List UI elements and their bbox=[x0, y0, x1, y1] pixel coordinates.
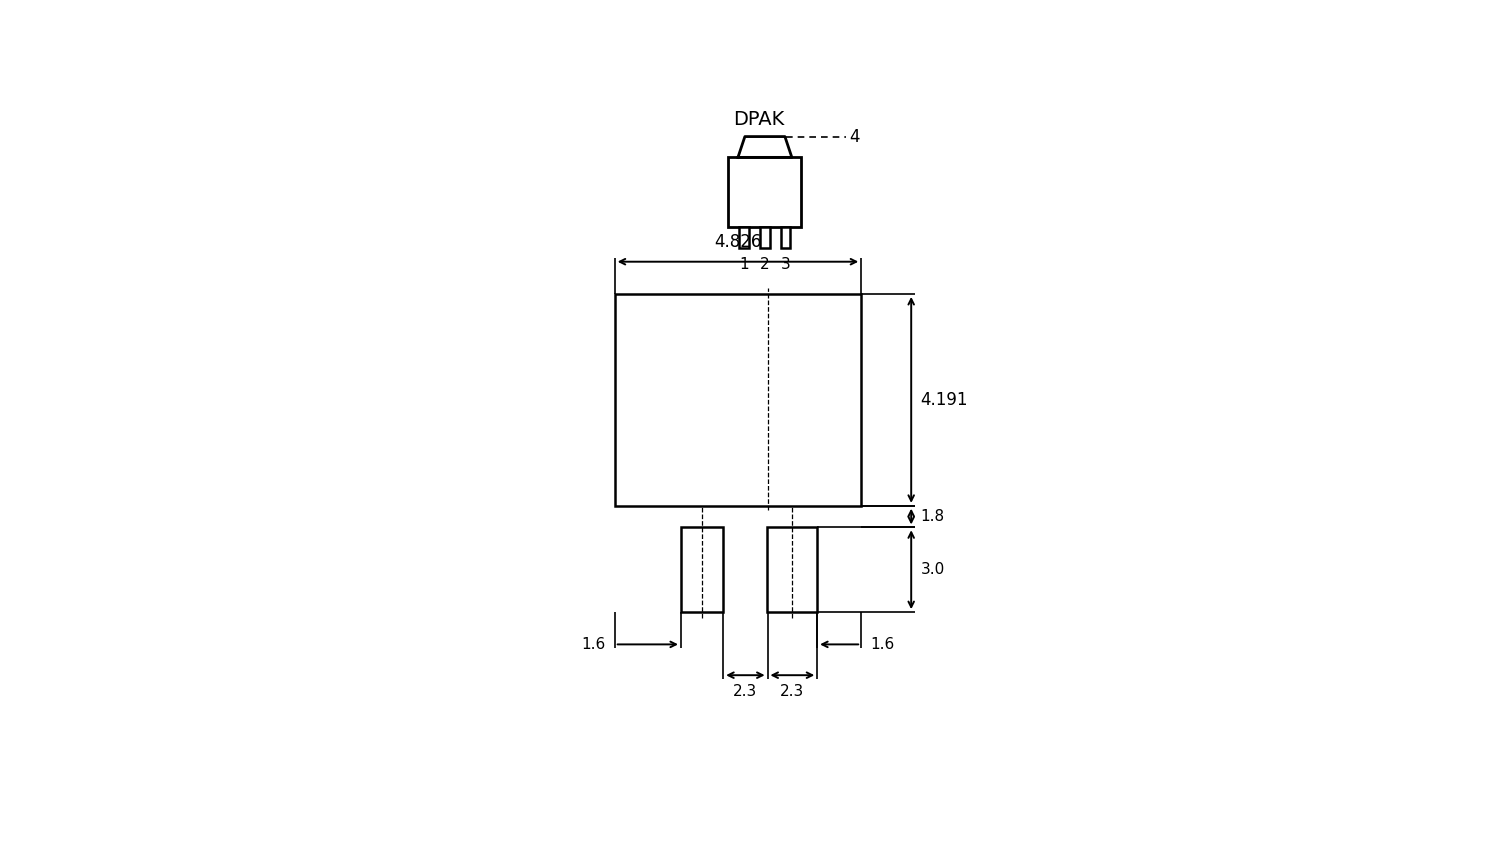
Bar bbox=[729, 158, 801, 227]
Text: 1.6: 1.6 bbox=[870, 637, 894, 652]
Bar bbox=[615, 294, 861, 506]
Text: 2: 2 bbox=[760, 257, 770, 272]
Text: 1: 1 bbox=[740, 257, 748, 272]
Text: 4.826: 4.826 bbox=[714, 233, 762, 251]
Bar bbox=[760, 227, 770, 248]
Bar bbox=[782, 227, 790, 248]
Text: DPAK: DPAK bbox=[734, 110, 784, 129]
Text: 3: 3 bbox=[782, 257, 790, 272]
Polygon shape bbox=[738, 137, 792, 158]
Bar bbox=[681, 528, 723, 612]
Text: 1.6: 1.6 bbox=[582, 637, 606, 652]
Text: 1.8: 1.8 bbox=[921, 509, 945, 524]
Text: 2.3: 2.3 bbox=[780, 685, 804, 700]
Bar bbox=[766, 528, 818, 612]
Text: 4: 4 bbox=[849, 127, 859, 146]
Text: 3.0: 3.0 bbox=[921, 562, 945, 577]
Text: 4.191: 4.191 bbox=[921, 391, 968, 409]
Text: 2.3: 2.3 bbox=[734, 685, 758, 700]
Bar bbox=[740, 227, 748, 248]
